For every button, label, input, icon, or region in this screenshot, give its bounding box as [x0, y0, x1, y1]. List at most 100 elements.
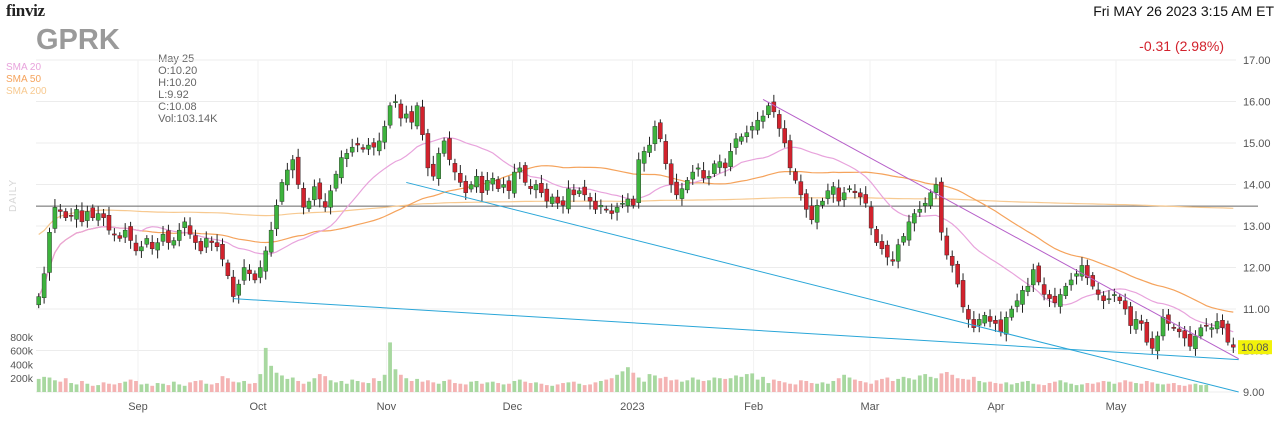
candle-body [387, 105, 393, 126]
volume-bar [804, 380, 809, 392]
candle-body [506, 180, 512, 191]
volume-bar [534, 382, 538, 392]
volume-bar [1123, 380, 1128, 392]
volume-bar [1096, 382, 1101, 392]
candle-body [501, 184, 506, 188]
candle-body [636, 159, 641, 203]
candle-body [674, 181, 679, 196]
volume-bar [653, 375, 657, 392]
volume-bar [626, 367, 630, 392]
candle-body [641, 151, 647, 164]
x-tick-label: Sep [128, 401, 148, 413]
candle-body [663, 141, 668, 164]
candle-body [1155, 335, 1160, 352]
candle-body [598, 205, 604, 208]
candle-body [431, 163, 436, 177]
price-tick-label: 12.00 [1243, 263, 1271, 275]
volume-bar [166, 385, 171, 392]
candle-body [533, 184, 539, 191]
volume-tick-label: 600k [10, 346, 34, 358]
volume-bar [161, 383, 165, 392]
volume-bar [728, 378, 733, 392]
candle-body [971, 319, 977, 328]
candle-body [1209, 327, 1214, 330]
volume-bar [853, 379, 857, 392]
candle-body [631, 198, 636, 206]
candle-body [982, 315, 987, 324]
volume-bar [474, 380, 479, 392]
candle-body [1058, 294, 1063, 307]
volume-bar [955, 378, 960, 392]
candle-body [776, 114, 782, 129]
sma50-line [38, 165, 1234, 313]
finviz-logo[interactable]: finviz [6, 1, 45, 20]
candle-body [128, 226, 133, 241]
candle-body [890, 259, 896, 262]
candle-body [355, 143, 360, 146]
volume-bar [571, 381, 576, 392]
volume-bar [577, 383, 582, 392]
volume-bar [685, 380, 690, 392]
candle-body [204, 238, 209, 248]
candle-body [625, 198, 631, 206]
volume-bar [550, 385, 555, 392]
volume-bar [323, 376, 328, 392]
volume-bar [680, 381, 684, 392]
candle-body [263, 250, 268, 272]
volume-bar [274, 372, 279, 392]
volume-bar [1166, 383, 1171, 392]
candle-body [879, 241, 885, 250]
volume-bar [880, 378, 884, 392]
candle-body [36, 296, 41, 306]
ticker-symbol: GPRK [36, 24, 120, 56]
candle-body [1231, 344, 1236, 348]
volume-bar [188, 382, 192, 392]
volume-bar [917, 375, 922, 392]
candle-body [301, 188, 306, 208]
candle-body [998, 319, 1004, 333]
volume-bar [658, 378, 663, 392]
price-tick-label: 17.00 [1243, 55, 1271, 67]
candle-body [155, 242, 160, 251]
volume-bar [1069, 383, 1074, 392]
last-price-label: 10.08 [1241, 342, 1269, 354]
volume-bar [409, 380, 414, 392]
volume-bar [377, 380, 382, 392]
volume-bar [988, 381, 992, 392]
candle-body [868, 206, 874, 229]
volume-bar [1074, 385, 1079, 392]
volume-bar [80, 380, 84, 392]
candle-body [139, 246, 144, 252]
volume-bar [334, 382, 338, 392]
candle-body [582, 186, 587, 196]
volume-bar [604, 379, 609, 392]
volume-bar [858, 380, 863, 392]
candle-body [836, 187, 841, 202]
volume-bar [766, 383, 771, 392]
volume-bar [744, 374, 749, 392]
grid [36, 59, 1258, 393]
volume-bar [815, 383, 819, 392]
candle-body [182, 221, 187, 228]
volume-bar [96, 385, 101, 392]
volume-bar [269, 365, 274, 392]
volume-bar [501, 384, 506, 392]
volume-bar [53, 380, 57, 392]
candle-body [74, 209, 79, 220]
candle-body [193, 235, 198, 243]
volume-bar [220, 376, 225, 392]
volume-bar [1155, 383, 1160, 392]
candle-body [1176, 328, 1182, 333]
ohlc-volume: Vol:103.14K [158, 113, 218, 125]
candle-body [360, 147, 366, 150]
candle-body [1122, 300, 1128, 310]
candle-body [614, 207, 620, 213]
volume-bar [404, 378, 409, 392]
candle-body [863, 194, 868, 204]
volume-bar [620, 371, 625, 392]
candle-body [706, 175, 712, 179]
candle-body [1079, 265, 1085, 277]
candle-body [317, 182, 323, 200]
candle-body [960, 280, 966, 308]
